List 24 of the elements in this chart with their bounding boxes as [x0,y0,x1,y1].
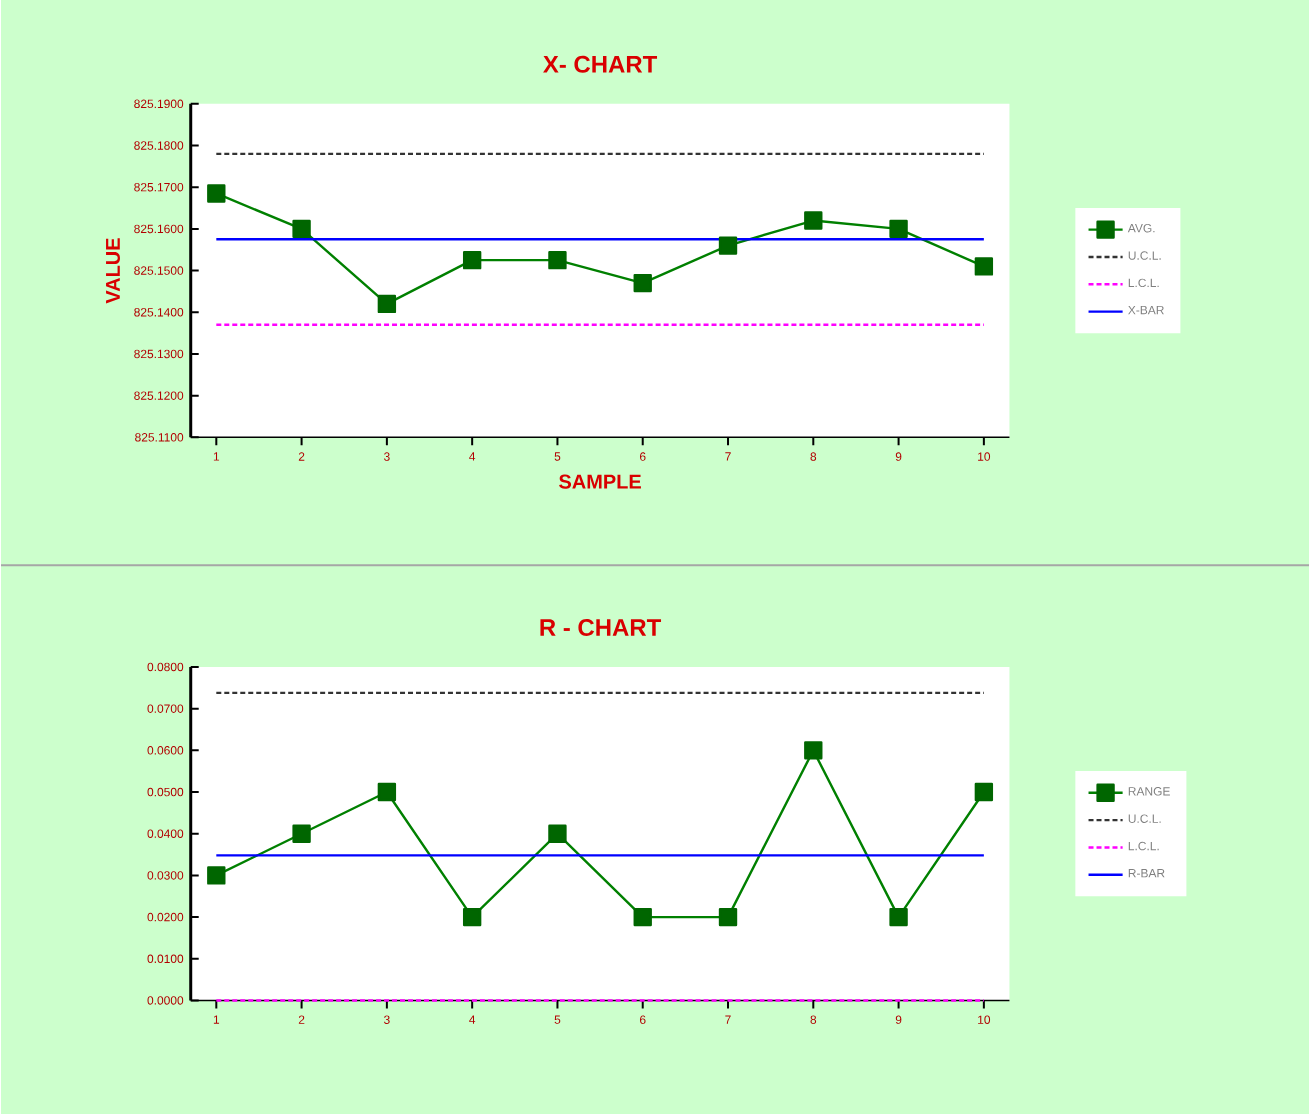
point [804,211,823,230]
point [207,184,226,203]
point [718,907,738,927]
point [462,907,482,927]
point [548,250,567,270]
point [292,824,311,843]
point [377,782,397,802]
y-axis-title: VALUE [106,238,120,304]
point [633,907,652,927]
point [718,236,738,255]
point [377,294,397,313]
chart-title: X- CHART [543,55,658,73]
x-axis-title: SAMPLE [559,474,641,489]
point [974,257,994,276]
point [462,250,482,270]
point [889,907,908,927]
point [292,219,311,238]
point [889,219,908,238]
point [974,782,994,802]
point [207,866,226,885]
point [804,741,823,760]
point [633,273,652,293]
chart-title: R - CHART [540,618,662,636]
point [548,824,567,843]
